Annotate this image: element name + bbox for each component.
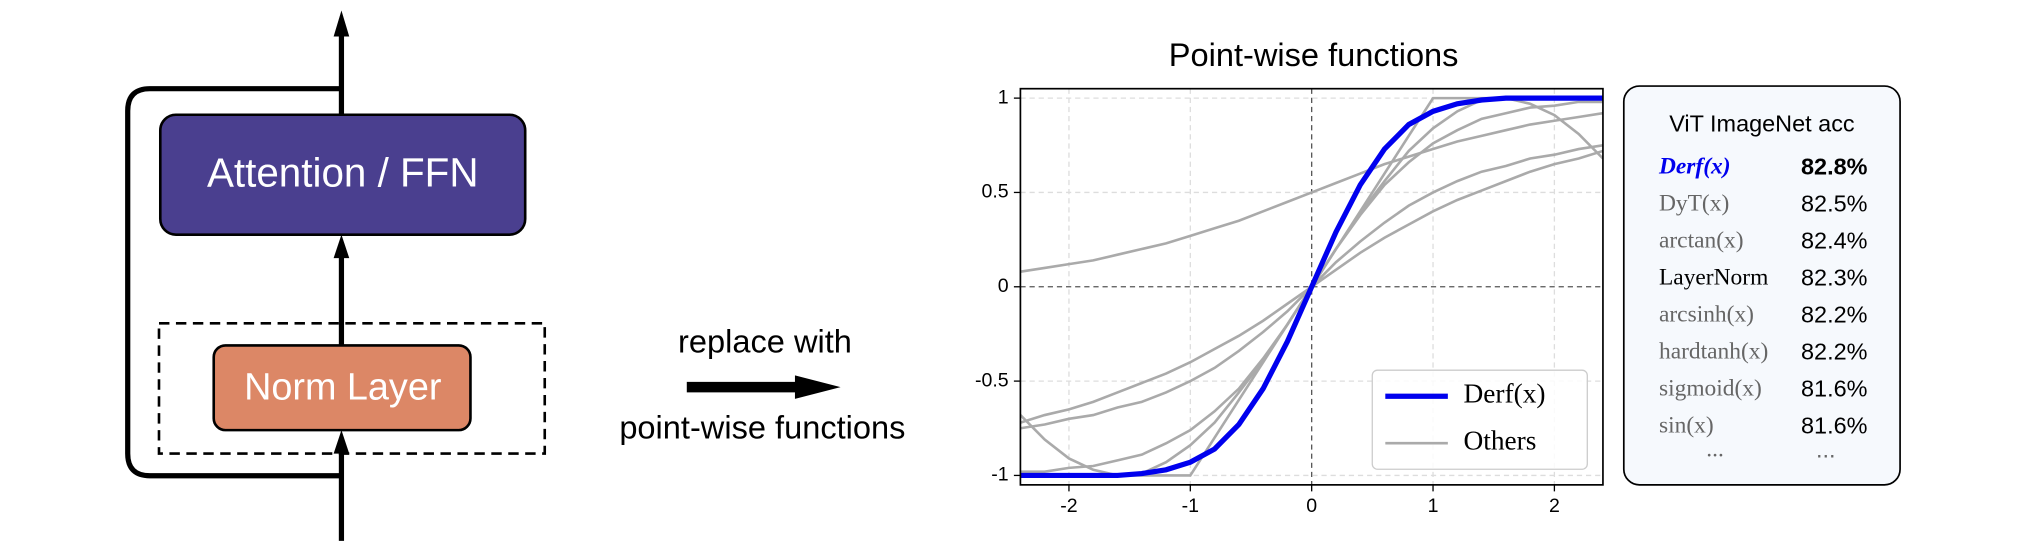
table-cell: Derf(x) — [1658, 154, 1731, 180]
table-cell: arcsinh(x) — [1659, 302, 1754, 328]
x-tick-label: 2 — [1549, 495, 1560, 517]
line — [1020, 111, 1603, 273]
attention-block — [158, 113, 527, 236]
table-cell: DyT(x) — [1659, 191, 1729, 217]
y-tick-label: 0 — [998, 275, 1009, 297]
table-cell: 82.4% — [1801, 227, 1867, 253]
y-tick-label: 0.5 — [982, 181, 1009, 203]
skip-connection — [125, 86, 342, 479]
table-cell: 81.6% — [1801, 412, 1867, 438]
y-tick-label: -1 — [991, 464, 1008, 486]
table-cell: LayerNorm — [1659, 265, 1768, 291]
table-cell: 82.2% — [1801, 301, 1867, 327]
table-cell: 82.8% — [1801, 153, 1868, 179]
block-label: Norm Layer — [244, 367, 441, 409]
block-label: Attention / FFN — [207, 150, 479, 196]
table-cell: arctan(x) — [1659, 228, 1744, 254]
replace-arrow — [686, 375, 841, 399]
plot: -2 -1 0 1 2 -1 -0.5 0 0.5 1 Derf(x) Others — [975, 86, 1604, 517]
table-cell: ... — [1706, 437, 1724, 463]
table-box — [1622, 85, 1901, 486]
table-cell: ... — [1816, 436, 1836, 462]
chart-title: Point-wise functions — [1169, 37, 1459, 73]
line — [1020, 95, 1603, 479]
x-tick-label: 0 — [1306, 495, 1317, 517]
legend-label: Others — [1463, 425, 1536, 455]
norm-block — [212, 344, 472, 432]
caption: point-wise functions — [619, 410, 905, 446]
dashed-box — [157, 321, 547, 455]
series-group — [1020, 95, 1603, 479]
y-tick-label: 1 — [998, 86, 1009, 108]
caption: replace with — [678, 324, 852, 360]
arrow-head — [333, 10, 350, 37]
table-cell: sigmoid(x) — [1659, 376, 1762, 402]
table-cell: sin(x) — [1659, 413, 1714, 439]
legend-label: Derf(x) — [1463, 379, 1545, 409]
table: Derf(x) 82.8% DyT(x) 82.5% arctan(x) 82.4% Lay… — [1658, 153, 1868, 462]
x-tick-label: -2 — [1060, 495, 1077, 517]
table-cell: hardtanh(x) — [1659, 339, 1768, 365]
table-title: ViT ImageNet acc — [1669, 110, 1855, 136]
axes-frame — [1019, 87, 1604, 486]
table-cell: 82.5% — [1801, 190, 1867, 216]
y-tick-label: -0.5 — [975, 369, 1009, 391]
arrow-head — [333, 234, 350, 259]
x-tick-label: -1 — [1182, 495, 1199, 517]
table-cell: 81.6% — [1801, 375, 1867, 401]
arrow-head — [333, 430, 350, 454]
x-tick-label: 1 — [1428, 495, 1439, 517]
table-cell: 82.2% — [1801, 338, 1867, 364]
table-cell: 82.3% — [1801, 264, 1867, 290]
